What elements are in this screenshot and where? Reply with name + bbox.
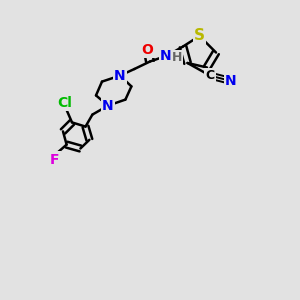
Text: N: N <box>102 99 114 112</box>
Text: S: S <box>194 28 205 44</box>
Text: F: F <box>50 153 60 166</box>
Text: N: N <box>160 49 172 62</box>
Text: H: H <box>172 51 182 64</box>
Text: C: C <box>206 69 214 82</box>
Text: Cl: Cl <box>57 96 72 110</box>
Text: N: N <box>225 74 237 88</box>
Text: N: N <box>114 69 126 82</box>
Text: O: O <box>142 43 154 56</box>
